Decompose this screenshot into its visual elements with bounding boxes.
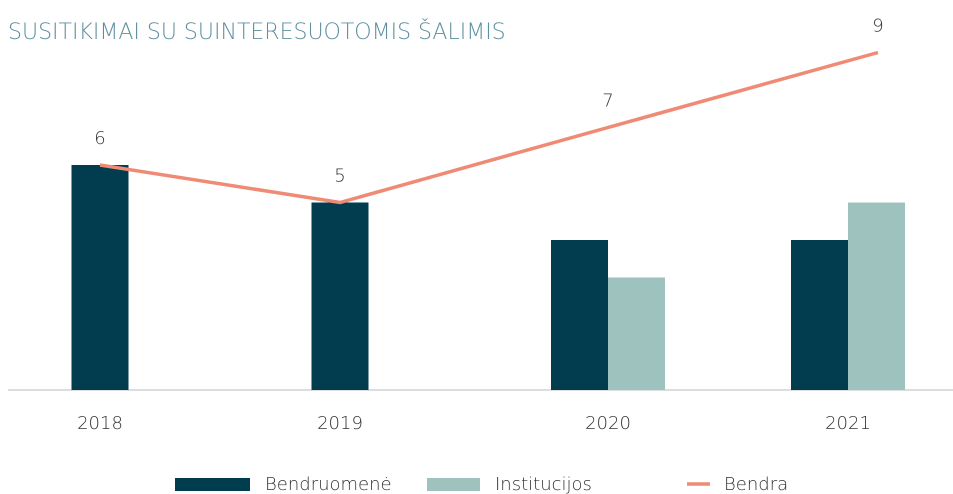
x-tick-label: 2019 — [317, 413, 363, 434]
legend-label: Bendruomenė — [265, 474, 392, 494]
bar — [71, 165, 129, 390]
legend-label: Bendra — [724, 474, 788, 494]
data-label: 6 — [94, 128, 105, 149]
chart-title: SUSITIKIMAI SU SUINTERESUOTOMIS ŠALIMIS — [8, 19, 506, 45]
bar — [311, 202, 369, 390]
x-tick-label: 2018 — [77, 413, 123, 434]
data-label: 9 — [872, 16, 883, 37]
data-label: 7 — [602, 91, 613, 112]
data-label: 5 — [334, 166, 345, 187]
bar — [608, 277, 665, 390]
x-tick-label: 2021 — [825, 413, 871, 434]
legend-swatch — [175, 478, 250, 491]
x-tick-label: 2020 — [585, 413, 631, 434]
bar — [791, 240, 848, 390]
bar — [848, 202, 905, 390]
legend-label: Institucijos — [495, 474, 592, 494]
bar — [551, 240, 608, 390]
line — [99, 50, 879, 205]
legend-swatch — [427, 478, 480, 491]
